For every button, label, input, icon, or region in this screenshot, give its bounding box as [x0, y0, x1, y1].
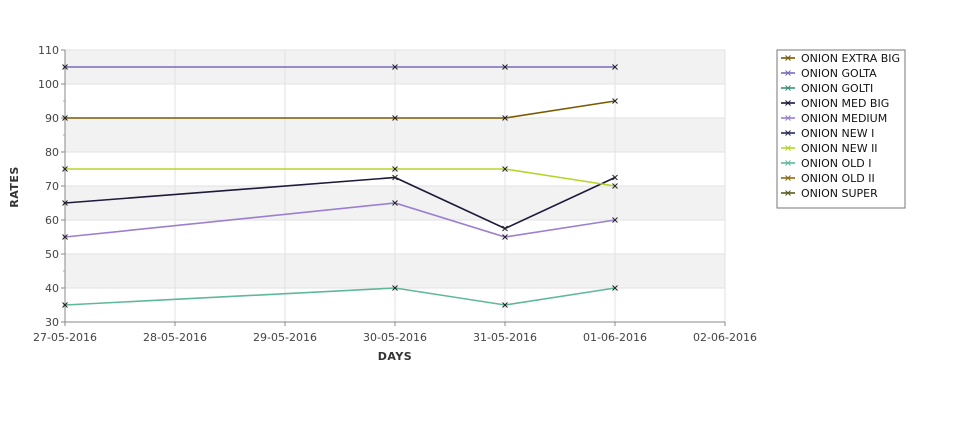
data-point-marker [612, 217, 618, 223]
legend-box [776, 49, 906, 209]
legend-item: ONION OLD I [781, 157, 872, 170]
data-point-marker [502, 115, 508, 121]
legend-label: ONION EXTRA BIG [801, 52, 900, 65]
x-tick-label: 29-05-2016 [253, 331, 317, 344]
data-point-marker [62, 234, 68, 240]
y-tick-label: 70 [45, 180, 59, 193]
data-point-marker [62, 200, 68, 206]
legend-item: ONION GOLTA [781, 67, 877, 80]
data-point-marker [612, 285, 618, 291]
legend-swatch-marker [785, 145, 791, 151]
y-tick-label: 30 [45, 316, 59, 329]
series-onion-med-big [62, 174, 618, 232]
data-point-marker [502, 64, 508, 70]
legend-label: ONION OLD I [801, 157, 872, 170]
legend-swatch-marker [785, 55, 791, 61]
legend-swatch-marker [785, 175, 791, 181]
y-tick-label: 40 [45, 282, 59, 295]
data-point-marker [612, 64, 618, 70]
legend-swatch-marker [785, 100, 791, 106]
legend-label: ONION SUPER [801, 187, 878, 200]
data-point-marker [62, 115, 68, 121]
data-point-marker [612, 174, 618, 181]
legend-label: ONION NEW II [801, 142, 878, 155]
series-lines [62, 64, 618, 308]
data-point-marker [392, 64, 398, 70]
data-point-marker [392, 285, 398, 291]
legend-swatch-marker [785, 85, 791, 91]
data-point-marker [612, 98, 618, 104]
data-point-marker [392, 166, 398, 172]
series-line [64, 287, 616, 306]
legend-item: ONION EXTRA BIG [781, 52, 900, 65]
y-axis-ticks: 30 40 50 60 70 80 90 100 110 [38, 44, 65, 329]
legend-item: ONION SUPER [781, 187, 878, 200]
legend-swatch-marker [785, 70, 791, 76]
series-onion-old-i [62, 285, 618, 308]
legend-swatch-marker [785, 130, 791, 136]
data-point-marker [392, 174, 398, 181]
legend-label: ONION NEW I [801, 127, 874, 140]
legend-swatch-marker [785, 115, 791, 121]
x-axis-ticks: 27-05-2016 28-05-2016 29-05-2016 30-05-2016… [33, 322, 757, 344]
legend-label: ONION OLD II [801, 172, 875, 185]
data-point-marker [392, 115, 398, 121]
legend-item: ONION OLD II [781, 172, 875, 185]
y-axis-title: RATES [8, 166, 21, 208]
data-point-marker [502, 302, 508, 308]
data-point-marker [392, 200, 398, 206]
y-tick-label: 80 [45, 146, 59, 159]
legend-swatch-marker [785, 190, 791, 196]
x-tick-label: 31-05-2016 [473, 331, 537, 344]
series-onion-golta [62, 64, 618, 70]
series-line [65, 168, 616, 187]
legend-label: ONION GOLTA [801, 67, 877, 80]
legend-item: ONION MEDIUM [781, 112, 887, 125]
y-tick-label: 110 [38, 44, 59, 57]
x-tick-label: 27-05-2016 [33, 331, 97, 344]
x-tick-label: 01-06-2016 [583, 331, 647, 344]
x-tick-label: 30-05-2016 [363, 331, 427, 344]
y-tick-label: 90 [45, 112, 59, 125]
y-tick-label: 60 [45, 214, 59, 227]
series-line [65, 100, 616, 119]
x-tick-label: 02-06-2016 [693, 331, 757, 344]
x-axis-title: DAYS [378, 350, 412, 363]
legend-swatch-marker [785, 160, 791, 166]
legend-label: ONION MED BIG [801, 97, 889, 110]
series-onion-medium [62, 200, 618, 240]
legend: ONION EXTRA BIG ONION GOLTA ONION GOLTI ONI… [776, 49, 906, 209]
data-point-marker [502, 225, 508, 232]
series-onion-extra-big [62, 98, 618, 121]
legend-item: ONION NEW I [781, 127, 874, 140]
legend-item: ONION GOLTI [781, 82, 873, 95]
y-tick-label: 100 [38, 78, 59, 91]
legend-item: ONION MED BIG [781, 97, 889, 110]
data-point-marker [502, 234, 508, 240]
legend-item: ONION NEW II [781, 142, 878, 155]
legend-label: ONION GOLTI [801, 82, 873, 95]
data-point-marker [502, 166, 508, 172]
legend-label: ONION MEDIUM [801, 112, 887, 125]
x-tick-label: 28-05-2016 [143, 331, 207, 344]
data-point-marker [612, 183, 618, 189]
y-tick-label: 50 [45, 248, 59, 261]
data-point-marker [62, 64, 68, 70]
series-line [64, 176, 616, 230]
data-point-marker [62, 166, 68, 172]
series-line [64, 202, 616, 238]
series-onion-new-ii [62, 166, 618, 189]
data-point-marker [62, 302, 68, 308]
